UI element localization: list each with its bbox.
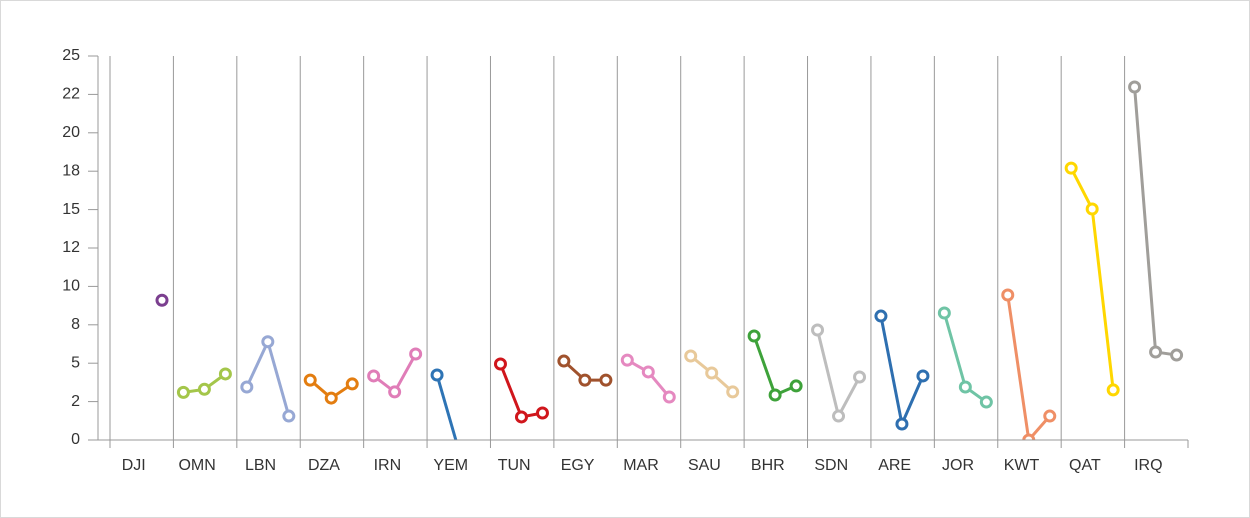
point	[599, 373, 613, 387]
x-tick-label: LBN	[245, 457, 276, 474]
y-tick-label: 22	[62, 86, 80, 103]
y-tick-label: 18	[62, 162, 80, 179]
x-tick-label: EGY	[561, 457, 595, 474]
point	[853, 370, 867, 384]
point	[324, 391, 338, 405]
point	[916, 369, 930, 383]
x-tick-label: DZA	[308, 457, 340, 474]
point	[303, 373, 317, 387]
x-tick-label: SDN	[814, 457, 848, 474]
point	[557, 354, 571, 368]
point	[218, 367, 232, 381]
point	[367, 369, 381, 383]
point	[1085, 202, 1099, 216]
point	[620, 353, 634, 367]
series-line	[1006, 294, 1051, 440]
x-tick-label: ARE	[878, 457, 911, 474]
x-tick-label: DJI	[122, 457, 146, 474]
point	[1128, 80, 1142, 94]
point	[747, 329, 761, 343]
point	[430, 368, 444, 382]
point	[811, 323, 825, 337]
x-tick-label: JOR	[942, 457, 974, 474]
y-tick-label: 12	[62, 239, 80, 256]
point	[895, 417, 909, 431]
y-tick-label: 2	[71, 393, 80, 410]
x-tick-label: IRN	[374, 457, 402, 474]
x-tick-label: KWT	[1004, 457, 1040, 474]
x-tick-label: SAU	[688, 457, 721, 474]
point	[937, 306, 951, 320]
point	[155, 293, 169, 307]
point	[1022, 433, 1036, 440]
point	[388, 385, 402, 399]
point	[705, 366, 719, 380]
y-tick-label: 10	[62, 278, 80, 295]
marks	[155, 80, 1184, 440]
point	[535, 406, 549, 420]
x-tick-label: BHR	[751, 457, 785, 474]
point	[409, 347, 423, 361]
point	[1043, 409, 1057, 423]
y-tick-label: 25	[62, 47, 80, 64]
x-tick-label: YEM	[433, 457, 468, 474]
point	[1064, 161, 1078, 175]
point	[1170, 348, 1184, 362]
x-tick-label: OMN	[178, 457, 215, 474]
point	[789, 379, 803, 393]
y-tick-label: 5	[71, 354, 80, 371]
point	[578, 373, 592, 387]
point	[1106, 383, 1120, 397]
point	[345, 377, 359, 391]
point	[493, 357, 507, 371]
y-tick-label: 15	[62, 201, 80, 218]
x-tick-label: QAT	[1069, 457, 1101, 474]
x-tick-label: TUN	[498, 457, 531, 474]
series-line	[435, 374, 458, 440]
point	[874, 309, 888, 323]
point	[684, 349, 698, 363]
point	[261, 335, 275, 349]
point	[768, 388, 782, 402]
point	[726, 385, 740, 399]
y-tick-label: 0	[71, 431, 80, 448]
point	[240, 380, 254, 394]
y-tick-label: 8	[71, 316, 80, 333]
point	[958, 380, 972, 394]
point	[641, 365, 655, 379]
point	[282, 409, 296, 423]
y-tick-label: 20	[62, 124, 80, 141]
point	[1149, 345, 1163, 359]
point	[514, 410, 528, 424]
point	[176, 385, 190, 399]
point	[197, 382, 211, 396]
point	[662, 390, 676, 404]
x-tick-label: MAR	[623, 457, 659, 474]
point	[832, 409, 846, 423]
x-tick-label: IRQ	[1134, 457, 1162, 474]
point	[1001, 288, 1015, 302]
point	[979, 395, 993, 409]
